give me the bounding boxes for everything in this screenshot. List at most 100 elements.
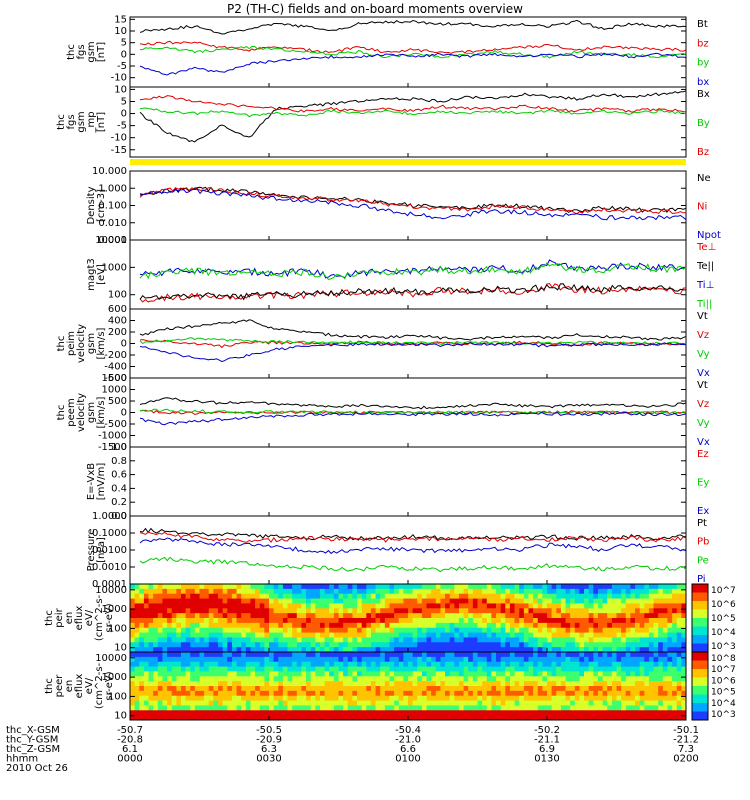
spectrogram-cell: [672, 627, 678, 633]
spectrogram-cell: [357, 647, 363, 653]
y-tick-label: 0.0001: [92, 579, 127, 590]
spectrogram-cell: [426, 598, 432, 604]
spectrogram-cell: [454, 622, 460, 629]
spectrogram-cell: [287, 661, 293, 667]
spectrogram-cell: [435, 656, 441, 663]
spectrogram-cell: [245, 695, 251, 701]
spectrogram-cell: [176, 681, 182, 687]
colorbar-segment: [692, 609, 708, 612]
spectrogram-cell: [231, 627, 237, 633]
spectrogram-cell: [269, 715, 275, 721]
spectrogram-cell: [222, 705, 228, 711]
y-axis-label: thcpeerenefluxeV/(cm^2-s-sr-eV): [44, 662, 115, 709]
spectrogram-cell: [306, 661, 312, 667]
spectrogram-cell: [148, 666, 154, 672]
spectrogram-cell: [579, 695, 585, 701]
spectrogram-cell: [319, 608, 325, 614]
spectrogram-cell: [236, 603, 242, 609]
spectrogram-cell: [468, 608, 474, 614]
spectrogram-cell: [148, 588, 154, 595]
y-tick-label: 0: [121, 109, 127, 120]
spectrogram-cell: [468, 705, 474, 711]
spectrogram-cell: [621, 700, 627, 706]
spectrogram-cell: [148, 700, 154, 706]
footer-value: -50.7: [117, 725, 143, 736]
spectrogram-cell: [269, 656, 275, 663]
spectrogram-cell: [255, 715, 261, 721]
spectrogram-cell: [273, 637, 279, 643]
spectrogram-cell: [213, 613, 219, 619]
spectrogram-cell: [296, 637, 302, 643]
spectrogram-cell: [463, 676, 469, 682]
spectrogram-cell: [208, 622, 214, 629]
y-tick-label: 10.000: [92, 166, 127, 177]
colorbar-tick-label: 10^4: [711, 699, 736, 709]
spectrogram-cell: [449, 705, 455, 711]
spectrogram-cell: [472, 661, 478, 667]
spectrogram-cell: [676, 705, 682, 711]
spectrogram-cell: [394, 598, 400, 604]
spectrogram-cell: [463, 642, 469, 648]
spectrogram-cell: [357, 598, 363, 604]
spectrogram-cell: [143, 690, 149, 697]
spectrogram-cell: [565, 715, 571, 721]
spectrogram-cell: [458, 710, 464, 716]
spectrogram-cell: [523, 603, 529, 609]
colorbar-segment: [692, 618, 708, 621]
spectrogram-cell: [384, 598, 390, 604]
spectrogram-cell: [417, 588, 423, 595]
spectrogram-cell: [278, 603, 284, 609]
spectrogram-cell: [597, 676, 603, 682]
spectrogram-cell: [361, 598, 367, 604]
spectrogram-cell: [171, 661, 177, 667]
spectrogram-cell: [584, 652, 590, 658]
spectrogram-cell: [389, 593, 395, 599]
spectrogram-cell: [319, 666, 325, 672]
spectrogram-cell: [287, 715, 293, 721]
spectrogram-cell: [491, 642, 497, 648]
spectrogram-cell: [519, 695, 525, 701]
spectrogram-cell: [644, 705, 650, 711]
spectrogram-cell: [621, 656, 627, 663]
colorbar-segment: [692, 713, 708, 716]
spectrogram-cell: [167, 632, 173, 638]
spectrogram-cell: [143, 642, 149, 648]
spectrogram-cell: [421, 652, 427, 658]
spectrogram-cell: [486, 695, 492, 701]
spectrogram-cell: [449, 671, 455, 677]
spectrogram-cell: [245, 608, 251, 614]
spectrogram-cell: [570, 676, 576, 682]
spectrogram-cell: [329, 632, 335, 638]
spectrogram-cell: [445, 676, 451, 682]
spectrogram-cell: [329, 647, 335, 653]
spectrogram-cell: [398, 608, 404, 614]
spectrogram-cell: [394, 588, 400, 595]
spectrogram-cell: [644, 627, 650, 633]
spectrogram-cell: [630, 666, 636, 672]
spectrogram-cell: [616, 608, 622, 614]
spectrogram-cell: [130, 656, 136, 663]
spectrogram-cell: [616, 695, 622, 701]
spectrogram-cell: [514, 647, 520, 653]
spectrogram-cell: [361, 613, 367, 619]
spectrogram-cell: [269, 647, 275, 653]
spectrogram-cell: [176, 632, 182, 638]
spectrogram-cell: [357, 686, 363, 692]
spectrogram-cell: [394, 710, 400, 716]
spectrogram-cell: [408, 710, 414, 716]
spectrogram-cell: [245, 666, 251, 672]
spectrogram-cell: [486, 681, 492, 687]
spectrogram-cell: [528, 584, 534, 590]
spectrogram-cell: [584, 632, 590, 638]
spectrogram-cell: [412, 661, 418, 667]
spectrogram-cell: [130, 642, 136, 648]
spectrogram-cell: [597, 608, 603, 614]
spectrogram-cell: [570, 603, 576, 609]
spectrogram-cell: [171, 608, 177, 614]
spectrogram-cell: [528, 618, 534, 624]
colorbar-segment: [692, 706, 708, 709]
spectrogram-cell: [500, 622, 506, 629]
spectrogram-cell: [500, 676, 506, 682]
spectrogram-cell: [301, 618, 307, 624]
spectrogram-cell: [496, 608, 502, 614]
